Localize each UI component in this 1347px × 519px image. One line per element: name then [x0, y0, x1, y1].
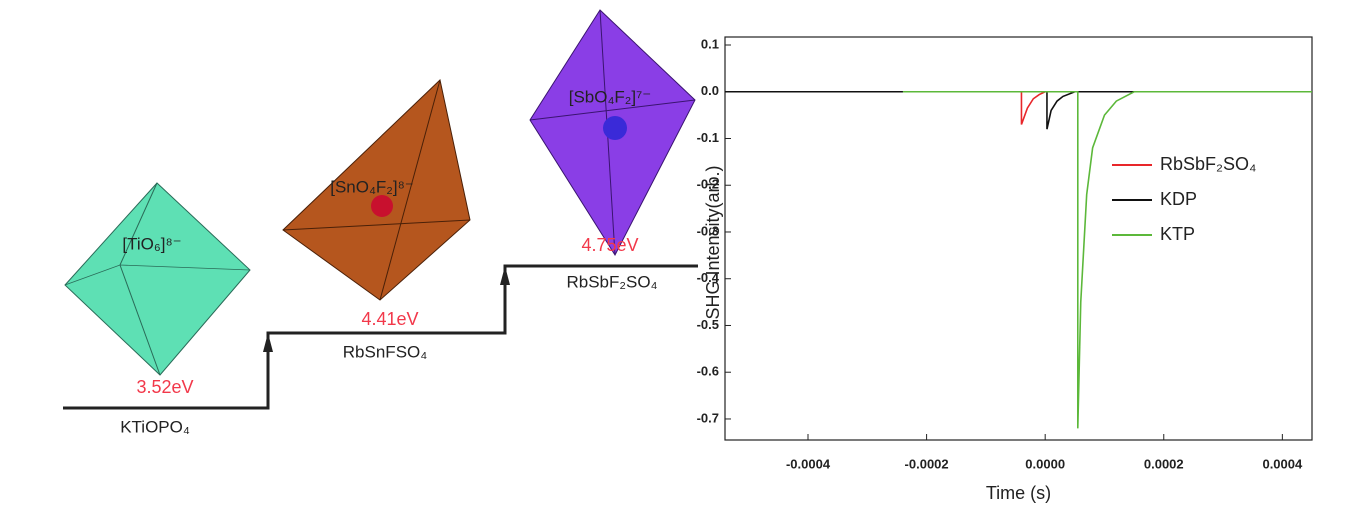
- legend-label: KTP: [1160, 224, 1195, 244]
- y-tick-label: -0.4: [697, 270, 720, 285]
- y-tick-label: -0.5: [697, 317, 719, 332]
- series-line: [725, 90, 1312, 130]
- edge: [119, 182, 158, 266]
- diagram: [TiO₆]⁸⁻ 3.52eV KTiOPO₄ [SnO₄F₂]⁸⁻ 4.41e…: [63, 9, 698, 436]
- edge: [282, 219, 471, 231]
- arrow: [263, 333, 273, 352]
- band-gap: 4.75eV: [581, 235, 638, 255]
- x-tick-label: 0.0002: [1144, 456, 1184, 471]
- ion-label: [TiO₆]⁸⁻: [122, 234, 181, 253]
- atom: [371, 195, 393, 217]
- y-tick-label: -0.3: [697, 223, 719, 238]
- series-line: [725, 90, 1312, 125]
- crystal-name: KTiOPO₄: [120, 417, 190, 436]
- legend-label: RbSbF₂SO₄: [1160, 154, 1256, 174]
- edge: [119, 264, 161, 376]
- x-tick-label: 0.0004: [1262, 456, 1303, 471]
- y-tick-label: -0.7: [697, 410, 719, 425]
- y-tick-label: 0.0: [701, 83, 719, 98]
- legend-label: KDP: [1160, 189, 1197, 209]
- x-tick-label: -0.0004: [786, 456, 831, 471]
- arrow: [500, 266, 510, 285]
- chart: 0.1 0.0 -0.1 -0.2 -0.3 -0.4 -0.5 -0.6 -0.7 -0.000…: [697, 36, 1313, 503]
- edge: [379, 79, 441, 301]
- plot-frame: [724, 36, 1313, 441]
- ion-label: [SbO₄F₂]⁷⁻: [569, 87, 652, 106]
- edge: [529, 99, 696, 121]
- x-axis-label: Time (s): [986, 483, 1051, 503]
- crystal-name: RbSnFSO₄: [343, 342, 427, 361]
- crystal-name: RbSbF₂SO₄: [566, 272, 657, 291]
- series-line: [902, 90, 1312, 429]
- band-gap: 4.41eV: [361, 309, 418, 329]
- atom: [603, 116, 627, 140]
- octahedron: [64, 182, 251, 376]
- x-tick-label: -0.0002: [905, 456, 949, 471]
- y-tick-label: -0.6: [697, 364, 719, 379]
- y-axis-label: SHG Intensity(arb.): [703, 165, 723, 319]
- y-tick-label: -0.2: [697, 177, 719, 192]
- ion-label: [SnO₄F₂]⁸⁻: [330, 177, 414, 196]
- y-tick-label: 0.1: [701, 36, 719, 51]
- band-gap: 3.52eV: [136, 377, 193, 397]
- energy-steps: [63, 264, 698, 410]
- y-tick-label: -0.1: [697, 130, 719, 145]
- x-tick-label: 0.0000: [1025, 456, 1065, 471]
